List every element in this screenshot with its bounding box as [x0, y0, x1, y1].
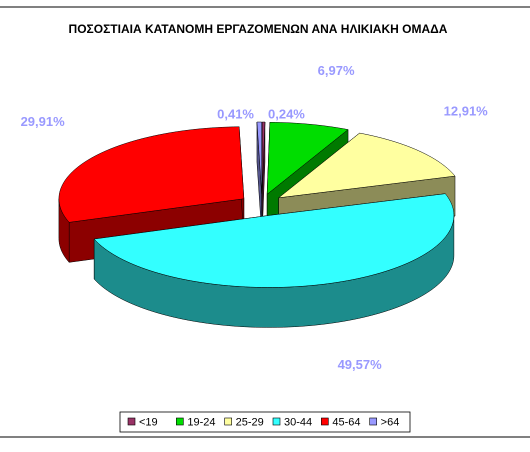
value-label: 0,41%: [217, 106, 254, 121]
slice-top: [261, 121, 266, 195]
value-label: 12,91%: [444, 103, 489, 118]
slice-top: [93, 193, 455, 288]
legend-swatch: [272, 417, 281, 426]
slice-top: [58, 126, 245, 223]
value-label: 6,97%: [318, 63, 355, 78]
legend-label: >64: [381, 416, 400, 428]
legend: <19 19-24 25-29 30-44 45-64 >64: [119, 411, 411, 433]
chart-title: ΠΟΣΟΣΤΙΑΙΑ ΚΑΤΑΝΟΜΗ ΕΡΓΑΖΟΜΕΝΩΝ ΑΝΑ ΗΛΙΚ…: [69, 22, 448, 36]
legend-box: [119, 411, 411, 433]
value-label: 0,24%: [268, 106, 305, 121]
value-label: 29,91%: [21, 114, 66, 129]
legend-swatch: [369, 417, 377, 426]
slice: [261, 121, 266, 235]
legend-label: 19-24: [187, 416, 215, 428]
legend-label: <19: [139, 416, 158, 428]
legend-label: 30-44: [284, 416, 312, 428]
legend-swatch: [127, 417, 136, 426]
value-label: 49,57%: [338, 357, 383, 372]
slice-top: [266, 122, 349, 195]
slice-top: [277, 132, 456, 199]
slice: [93, 193, 455, 328]
slice-top: [256, 121, 262, 195]
legend-label: 45-64: [332, 416, 360, 428]
legend-swatch: [176, 417, 184, 426]
legend-label: 25-29: [236, 416, 264, 428]
legend-swatch: [224, 417, 232, 426]
legend-swatch: [321, 417, 329, 426]
